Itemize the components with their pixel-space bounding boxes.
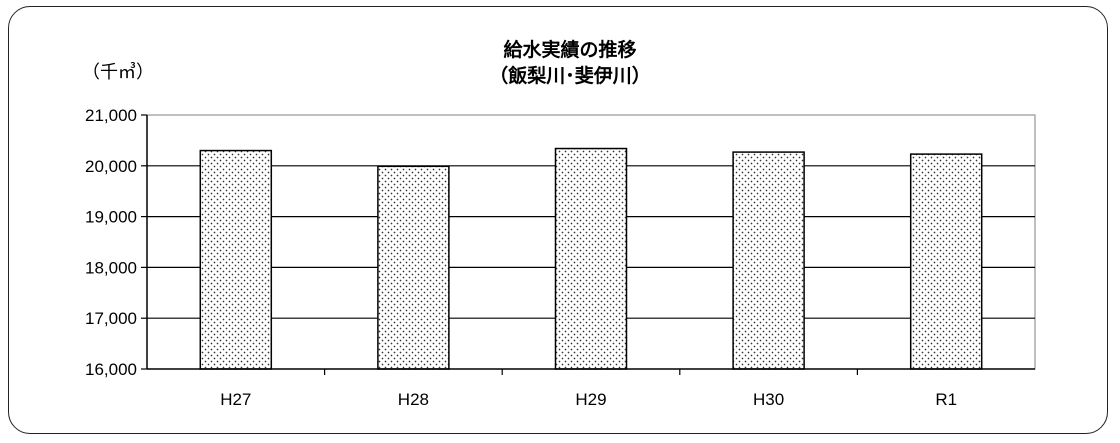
bar bbox=[377, 165, 450, 370]
x-axis-ticks: H27 H28 H29 H30 R1 bbox=[220, 369, 957, 409]
y-tick-label: 20,000 bbox=[85, 157, 137, 176]
y-axis-ticks: 16,000 17,000 18,000 19,000 20,000 21,000 bbox=[85, 106, 147, 379]
bar bbox=[909, 153, 983, 370]
y-axis-unit-label: （千㎥） bbox=[82, 62, 154, 82]
y-tick-label: 17,000 bbox=[85, 309, 137, 328]
x-tick-label: H30 bbox=[753, 390, 784, 409]
y-tick-label: 18,000 bbox=[85, 258, 137, 277]
x-tick-label: H27 bbox=[220, 390, 251, 409]
x-tick-label: R1 bbox=[935, 390, 957, 409]
bar bbox=[199, 149, 273, 370]
y-tick-label: 21,000 bbox=[85, 106, 137, 125]
chart-subtitle: （飯梨川･斐伊川） bbox=[489, 66, 651, 87]
bar bbox=[554, 147, 628, 370]
y-tick-label: 19,000 bbox=[85, 208, 137, 227]
bars bbox=[199, 147, 983, 370]
x-tick-label: H29 bbox=[575, 390, 606, 409]
chart-title-block: 給水実績の推移 （飯梨川･斐伊川） bbox=[420, 38, 720, 90]
y-tick-label: 16,000 bbox=[85, 360, 137, 379]
chart-title: 給水実績の推移 bbox=[503, 40, 637, 61]
bar bbox=[732, 151, 805, 370]
x-tick-label: H28 bbox=[398, 390, 429, 409]
chart-frame bbox=[8, 6, 1108, 434]
